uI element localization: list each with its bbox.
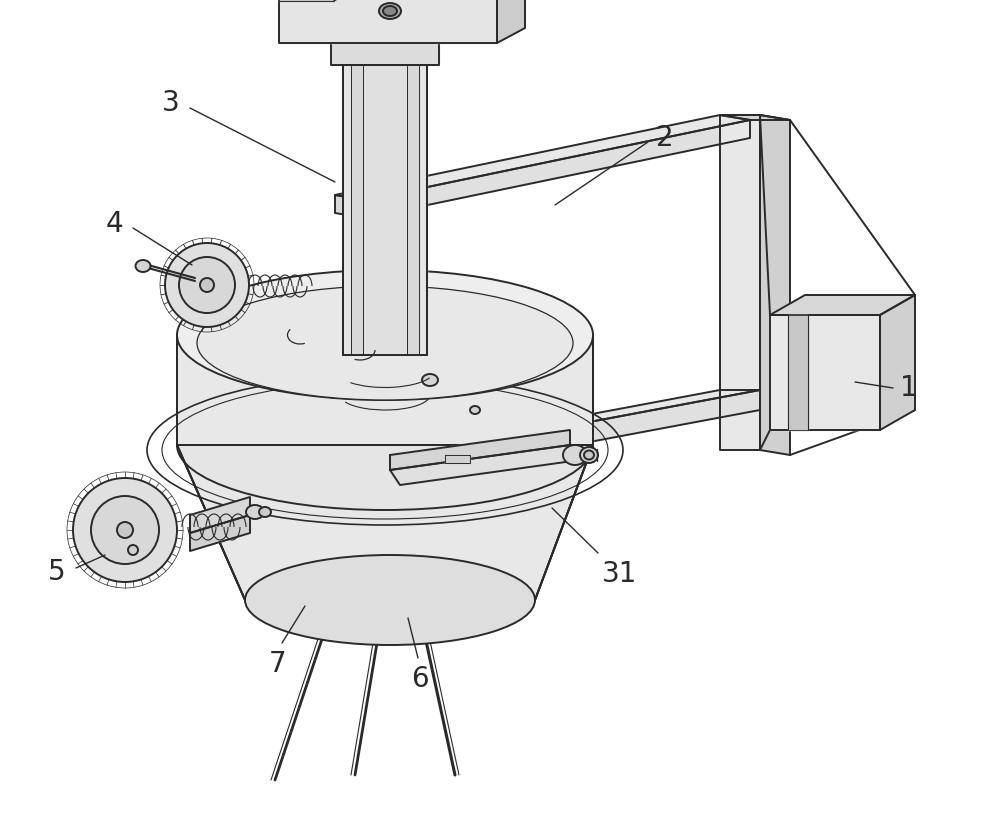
- Ellipse shape: [259, 507, 271, 517]
- Text: 7: 7: [269, 650, 287, 678]
- Ellipse shape: [200, 278, 214, 292]
- Polygon shape: [351, 65, 363, 355]
- Ellipse shape: [165, 243, 249, 327]
- Polygon shape: [390, 430, 570, 470]
- Ellipse shape: [177, 270, 593, 400]
- Polygon shape: [334, 0, 362, 1]
- Polygon shape: [445, 455, 470, 463]
- Polygon shape: [335, 115, 750, 200]
- Polygon shape: [279, 0, 334, 1]
- Polygon shape: [770, 295, 915, 315]
- Polygon shape: [363, 65, 407, 355]
- Text: 1: 1: [900, 374, 918, 402]
- Polygon shape: [770, 315, 880, 430]
- Ellipse shape: [580, 447, 598, 463]
- Polygon shape: [720, 115, 790, 120]
- Ellipse shape: [383, 6, 397, 16]
- Ellipse shape: [422, 374, 438, 386]
- Polygon shape: [177, 445, 593, 600]
- Text: 2: 2: [656, 124, 674, 152]
- Ellipse shape: [245, 555, 535, 645]
- Polygon shape: [788, 315, 808, 430]
- Ellipse shape: [136, 260, 150, 272]
- Text: 4: 4: [105, 210, 123, 238]
- Ellipse shape: [179, 257, 235, 313]
- Polygon shape: [760, 115, 790, 455]
- Polygon shape: [190, 497, 250, 533]
- Ellipse shape: [584, 450, 594, 460]
- Ellipse shape: [91, 496, 159, 564]
- Ellipse shape: [246, 505, 264, 519]
- Ellipse shape: [197, 286, 573, 400]
- Ellipse shape: [563, 445, 587, 465]
- Polygon shape: [335, 195, 365, 218]
- Polygon shape: [195, 268, 240, 295]
- Polygon shape: [279, 0, 497, 43]
- Text: 31: 31: [602, 560, 637, 588]
- Polygon shape: [343, 65, 427, 355]
- Ellipse shape: [128, 545, 138, 555]
- Polygon shape: [440, 390, 760, 470]
- Ellipse shape: [470, 406, 480, 414]
- Text: 6: 6: [411, 665, 429, 693]
- Polygon shape: [177, 335, 593, 445]
- Text: 5: 5: [48, 558, 66, 586]
- Polygon shape: [331, 43, 439, 65]
- Ellipse shape: [379, 3, 401, 19]
- Polygon shape: [365, 120, 750, 218]
- Text: 3: 3: [162, 89, 180, 117]
- Ellipse shape: [117, 522, 133, 538]
- Polygon shape: [400, 450, 440, 470]
- Polygon shape: [720, 115, 760, 450]
- Polygon shape: [400, 390, 760, 450]
- Polygon shape: [497, 0, 525, 43]
- Polygon shape: [407, 65, 419, 355]
- Polygon shape: [190, 515, 250, 551]
- Ellipse shape: [177, 380, 593, 510]
- Polygon shape: [390, 445, 580, 485]
- Ellipse shape: [73, 478, 177, 582]
- Polygon shape: [880, 295, 915, 430]
